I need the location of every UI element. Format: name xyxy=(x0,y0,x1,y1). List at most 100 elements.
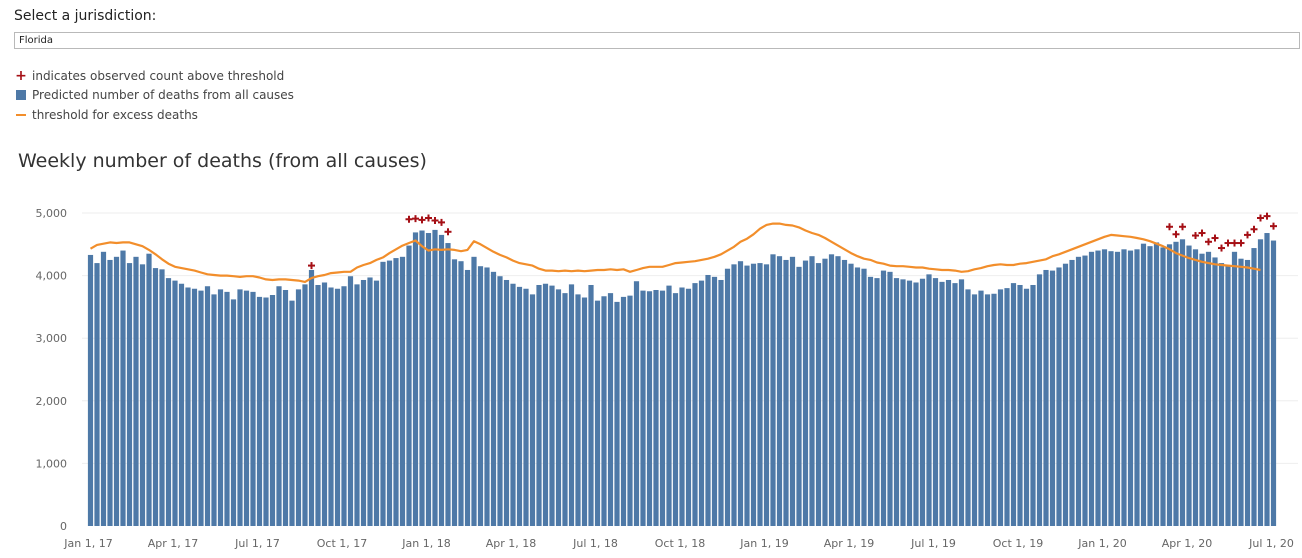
excess-marker xyxy=(1257,214,1264,222)
bar xyxy=(601,296,607,526)
bar xyxy=(1212,257,1218,526)
excess-marker xyxy=(1218,244,1225,252)
bar xyxy=(1205,251,1212,526)
bar xyxy=(1010,283,1017,526)
bar xyxy=(308,269,315,526)
bar xyxy=(789,256,796,526)
plus-icon: + xyxy=(15,67,27,84)
bar xyxy=(165,278,172,526)
bar xyxy=(360,279,367,526)
bar xyxy=(562,293,568,526)
bar xyxy=(159,269,165,526)
bar xyxy=(1023,288,1030,526)
y-tick-label: 5,000 xyxy=(36,207,68,220)
bar xyxy=(822,258,828,526)
bar xyxy=(542,283,549,526)
excess-marker xyxy=(1231,239,1238,247)
bar xyxy=(594,300,601,526)
bar xyxy=(757,263,763,526)
bar xyxy=(191,288,198,526)
excess-marker xyxy=(1172,230,1180,238)
bar xyxy=(926,274,932,526)
bar xyxy=(484,267,490,526)
bar xyxy=(1179,239,1186,527)
bar xyxy=(952,283,958,526)
bar xyxy=(334,288,341,526)
bar xyxy=(568,284,575,526)
jurisdiction-select[interactable]: Florida xyxy=(14,32,1300,49)
bar xyxy=(874,278,880,526)
bar xyxy=(705,274,711,526)
bar xyxy=(1238,258,1244,526)
bar xyxy=(1231,251,1238,526)
x-tick-label: Oct 1, 17 xyxy=(317,537,368,550)
excess-marker xyxy=(438,218,445,226)
bar xyxy=(211,294,217,526)
bar xyxy=(945,279,952,526)
legend-label-threshold: threshold for excess deaths xyxy=(32,107,198,122)
excess-marker xyxy=(1263,212,1271,220)
bar xyxy=(614,301,620,526)
excess-marker xyxy=(308,262,315,270)
bar xyxy=(744,265,750,526)
bar xyxy=(510,283,516,526)
bar xyxy=(1108,251,1114,526)
chart-legend: + indicates observed count above thresho… xyxy=(14,66,294,125)
x-tick-label: Oct 1, 19 xyxy=(993,537,1044,550)
bar xyxy=(237,289,243,526)
x-tick-label: Jan 1, 17 xyxy=(63,537,112,550)
excess-marker xyxy=(431,217,439,225)
bar xyxy=(854,267,861,526)
bar xyxy=(659,290,666,526)
bar xyxy=(763,264,770,526)
bar xyxy=(880,270,887,526)
bar xyxy=(1049,270,1056,526)
bar xyxy=(841,259,848,526)
bar xyxy=(1101,249,1108,527)
bar xyxy=(698,280,705,526)
bar xyxy=(477,266,484,526)
bar xyxy=(575,294,581,526)
x-tick-label: Jan 1, 19 xyxy=(739,537,788,550)
excess-marker xyxy=(1198,229,1206,237)
bar xyxy=(978,290,984,526)
bar xyxy=(1160,247,1166,526)
bar xyxy=(276,286,282,526)
bar xyxy=(1043,269,1049,526)
bar xyxy=(932,278,939,526)
bar xyxy=(939,281,945,526)
x-tick-label: Jul 1, 20 xyxy=(1248,537,1294,550)
excess-marker xyxy=(425,214,432,222)
excess-marker xyxy=(444,228,452,236)
bar xyxy=(679,287,685,526)
bar xyxy=(1062,263,1069,526)
bar xyxy=(523,288,529,526)
excess-markers xyxy=(308,212,1277,270)
bar xyxy=(971,294,978,526)
bar xyxy=(263,297,269,526)
bar xyxy=(126,263,133,526)
bar xyxy=(965,289,971,526)
bar xyxy=(1127,250,1134,526)
bar xyxy=(380,261,386,526)
bar xyxy=(750,263,757,526)
bar xyxy=(1173,241,1179,526)
bar xyxy=(198,290,204,526)
bar xyxy=(1075,256,1082,526)
bar xyxy=(458,261,464,526)
bar xyxy=(1140,243,1147,526)
bar xyxy=(445,243,451,526)
bar xyxy=(653,289,659,526)
bar xyxy=(328,287,334,526)
bar xyxy=(185,287,191,526)
bar xyxy=(828,254,835,527)
jurisdiction-select-value: Florida xyxy=(19,35,54,46)
bar xyxy=(1082,255,1088,526)
bar xyxy=(770,254,776,527)
legend-label-predicted: Predicted number of deaths from all caus… xyxy=(32,88,294,103)
bar xyxy=(503,279,510,526)
square-icon xyxy=(14,90,28,101)
bar xyxy=(997,289,1004,526)
bar xyxy=(835,256,841,526)
bar xyxy=(672,293,679,526)
